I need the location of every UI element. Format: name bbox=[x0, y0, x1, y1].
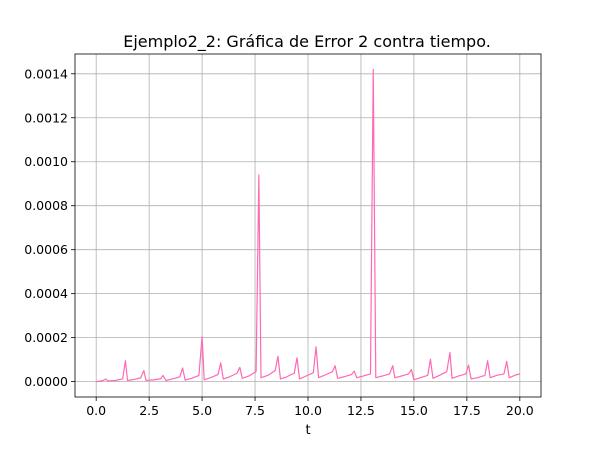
y-tick-label: 0.0002 bbox=[24, 330, 68, 345]
grid bbox=[75, 54, 541, 397]
y-tick-label: 0.0014 bbox=[24, 66, 68, 81]
y-tick-label: 0.0006 bbox=[24, 242, 68, 257]
x-tick-label: 7.5 bbox=[245, 403, 265, 418]
x-tick-label: 0.0 bbox=[86, 403, 106, 418]
x-tick-label: 20.0 bbox=[506, 403, 534, 418]
y-tick-label: 0.0010 bbox=[24, 154, 68, 169]
y-tick-label: 0.0012 bbox=[24, 110, 68, 125]
y-tick-label: 0.0004 bbox=[24, 286, 68, 301]
x-axis-label: t bbox=[305, 423, 310, 438]
y-tick-label: 0.0000 bbox=[24, 374, 68, 389]
x-tick-label: 12.5 bbox=[347, 403, 375, 418]
x-tick-label: 2.5 bbox=[139, 403, 159, 418]
x-tick-label: 5.0 bbox=[192, 403, 212, 418]
x-tick-label: 17.5 bbox=[453, 403, 481, 418]
series-layer bbox=[96, 68, 520, 383]
series-line bbox=[96, 68, 520, 383]
chart-title: Ejemplo2_2: Gráfica de Error 2 contra ti… bbox=[123, 32, 491, 52]
axis-ticks: 0.0 2.5 5.0 7.5 10.0 12.5 15.0 17.5 20.0 0.0000 0.… bbox=[24, 66, 534, 418]
x-tick-label: 10.0 bbox=[294, 403, 322, 418]
y-tick-label: 0.0008 bbox=[24, 198, 68, 213]
x-tick-label: 15.0 bbox=[400, 403, 428, 418]
